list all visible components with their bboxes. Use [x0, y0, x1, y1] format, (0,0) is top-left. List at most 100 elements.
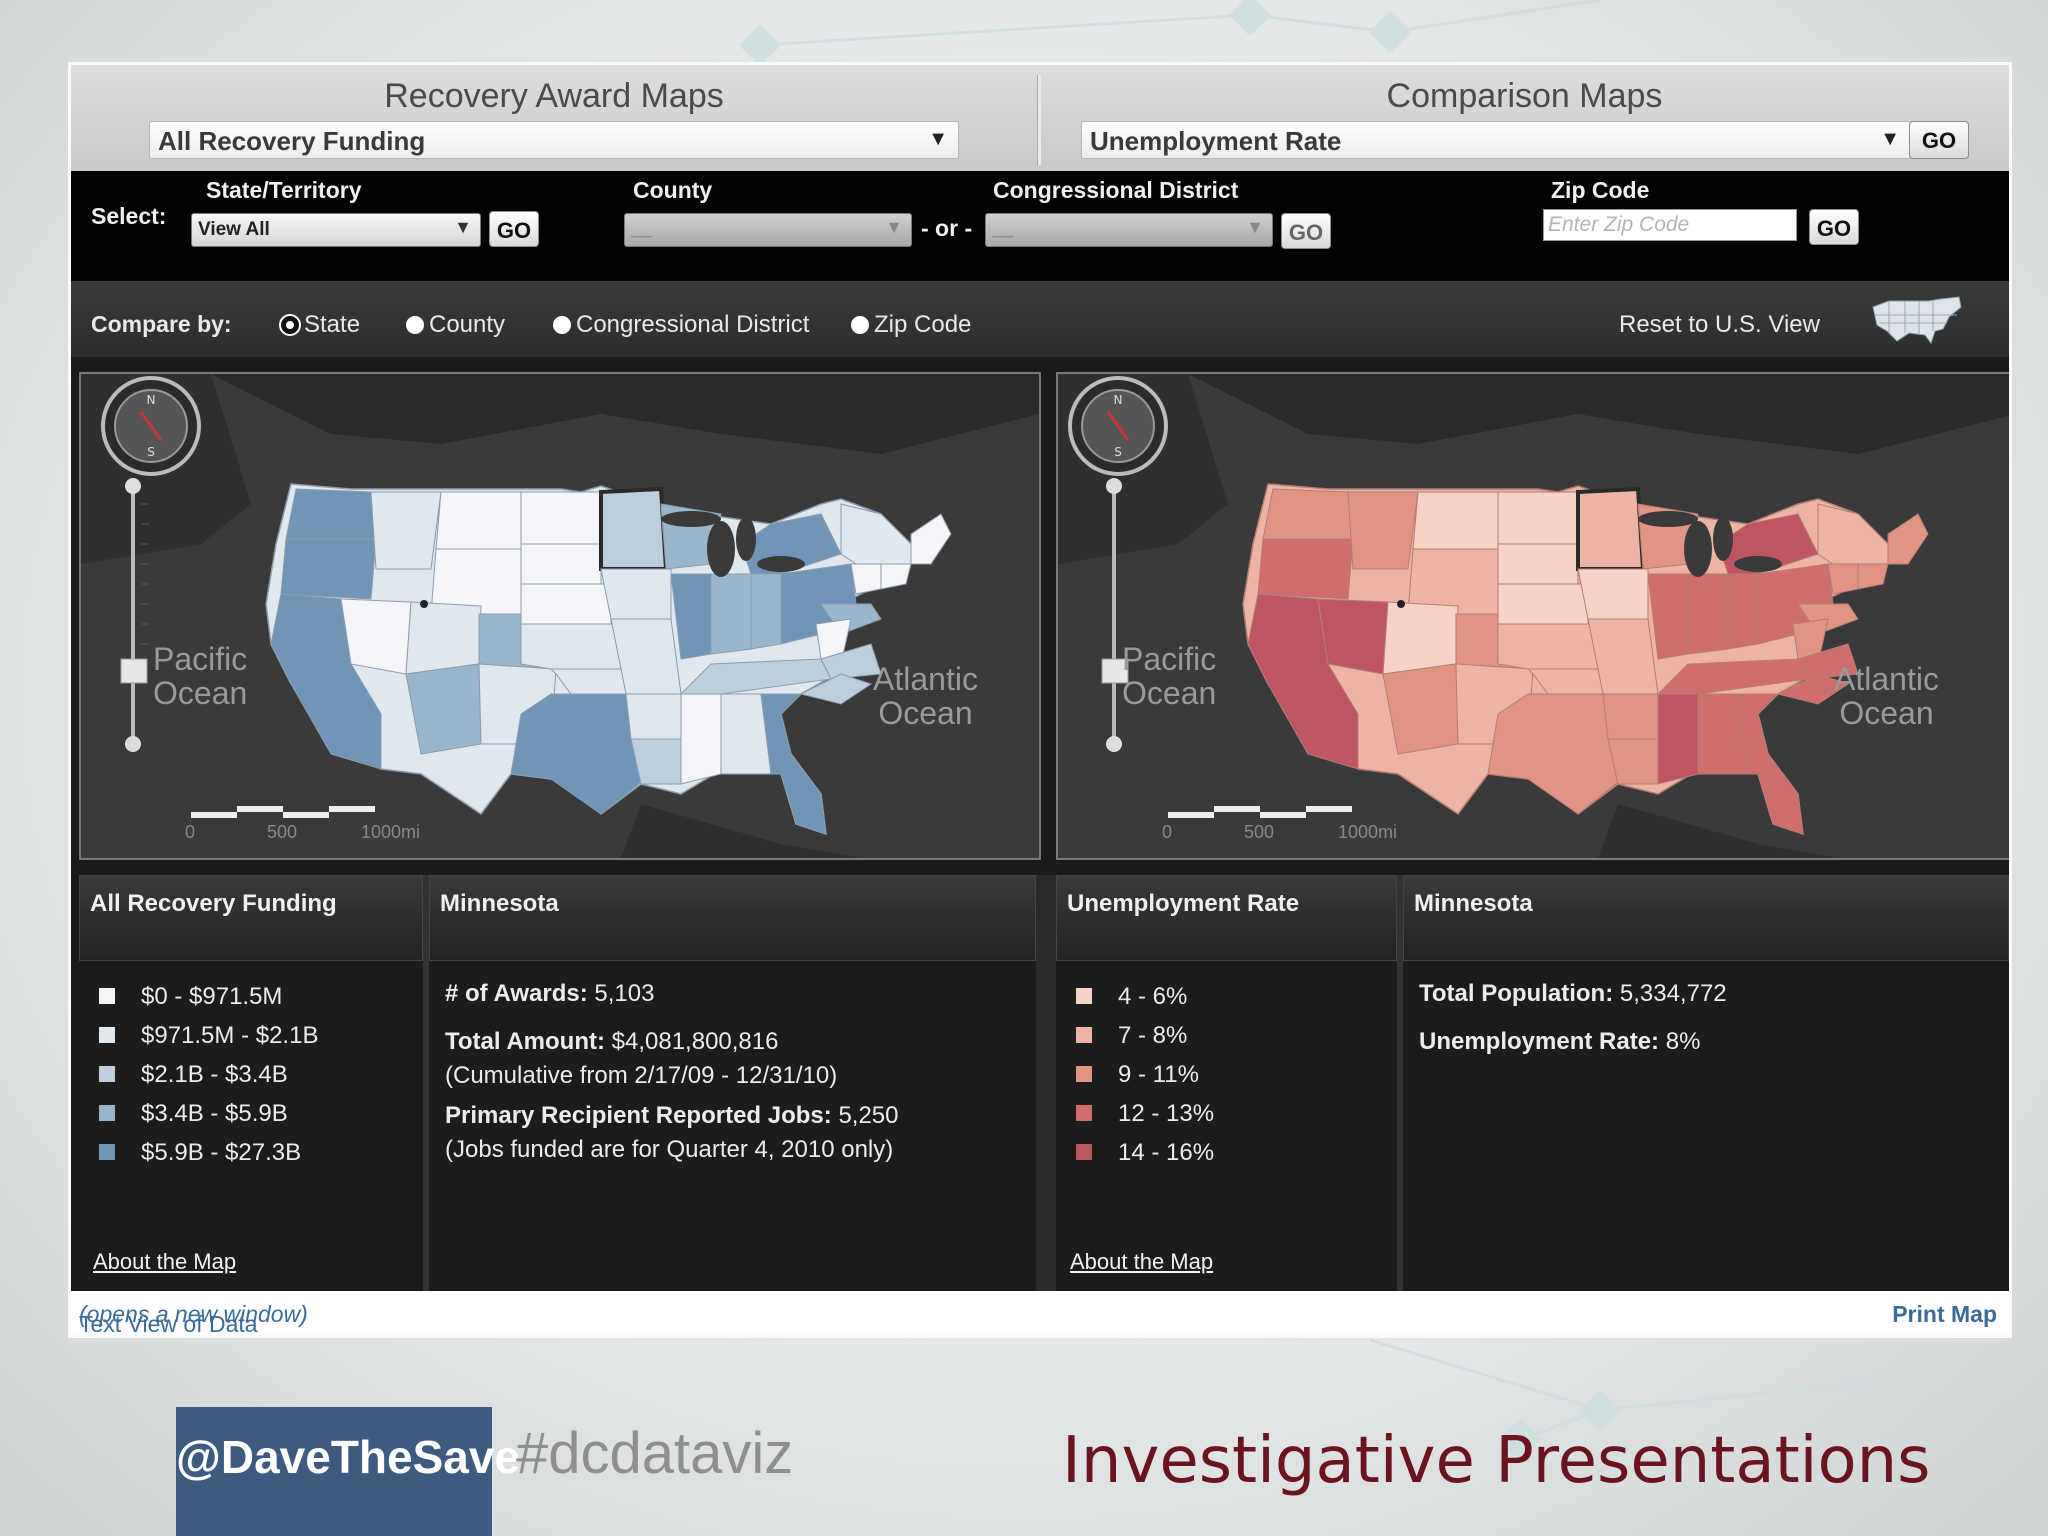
map-footer: Text View of Data (opens a new window) P…	[71, 1291, 2009, 1335]
print-map-link[interactable]: Print Map	[1892, 1301, 1997, 1327]
legend-swatch	[1076, 1144, 1092, 1160]
zip-code-input[interactable]: Enter Zip Code	[1543, 209, 1797, 241]
state-territory-select[interactable]: View All ▼	[191, 213, 481, 247]
unemployment-info-details: Total Population: 5,334,772 Unemployment…	[1419, 980, 1727, 1055]
recovery-award-maps-title: Recovery Award Maps	[384, 77, 724, 115]
comparison-map[interactable]: N S Pacific Ocean Atlantic Ocean 0 500 100…	[1056, 372, 2009, 860]
county-label: County	[633, 177, 713, 203]
recovery-map-app: Recovery Award Maps Comparison Maps All …	[68, 62, 2012, 1338]
or-label: - or -	[921, 215, 973, 241]
panel-separator	[1397, 875, 1403, 1335]
slide-title: Investigative Presentations	[1062, 1424, 1931, 1498]
recovery-info-details: # of Awards: 5,103 Total Amount: $4,081,…	[445, 980, 899, 1163]
compare-district-radio[interactable]: Congressional District	[553, 311, 809, 339]
comparison-maps-title: Comparison Maps	[1386, 77, 1663, 115]
legend-swatch	[1076, 1066, 1092, 1082]
legend-item: $0 - $971.5M	[99, 983, 282, 1011]
chevron-down-icon: ▼	[928, 128, 948, 150]
legend-swatch	[1076, 1105, 1092, 1121]
svg-text:S: S	[1114, 445, 1122, 459]
recovery-legend-panel: All Recovery Funding $0 - $971.5M $971.5…	[79, 875, 423, 1287]
legend-item: 12 - 13%	[1076, 1100, 1214, 1128]
scale-label-500: 500	[1244, 822, 1275, 842]
twitter-handle-badge: @DaveTheSave	[176, 1407, 520, 1536]
reset-us-view-link[interactable]: Reset to U.S. View	[1619, 311, 1820, 338]
zip-code-label: Zip Code	[1551, 177, 1650, 203]
atlantic-ocean-label: Atlantic Ocean	[873, 661, 978, 731]
scale-label-0: 0	[1162, 822, 1173, 842]
unemployment-info-panel: Minnesota Total Population: 5,334,772 Un…	[1403, 875, 2009, 1287]
legend-item: $5.9B - $27.3B	[99, 1139, 301, 1167]
state-go-button[interactable]: GO	[489, 211, 539, 247]
recovery-legend-title: All Recovery Funding	[79, 875, 423, 961]
radio-icon	[851, 316, 869, 334]
legend-item: 7 - 8%	[1076, 1022, 1187, 1050]
comparison-map-canvas: N S	[1058, 374, 2009, 858]
compare-zip-label: Zip Code	[874, 311, 972, 338]
county-select[interactable]: __ ▼	[624, 213, 912, 247]
pacific-ocean-label: Pacific Ocean	[1122, 641, 1217, 711]
comparison-map-select-value: Unemployment Rate	[1090, 126, 1342, 156]
county-value: __	[631, 219, 653, 240]
unemployment-legend-title: Unemployment Rate	[1056, 875, 1397, 961]
state-territory-value: View All	[198, 219, 270, 240]
legend-item: 14 - 16%	[1076, 1139, 1214, 1167]
svg-text:N: N	[1114, 393, 1123, 407]
recovery-map-select[interactable]: All Recovery Funding ▼	[149, 121, 959, 159]
hashtag-label: #dcdataviz	[516, 1421, 794, 1486]
compare-county-radio[interactable]: County	[406, 311, 505, 339]
chevron-down-icon: ▼	[1246, 217, 1264, 237]
legend-item: $2.1B - $3.4B	[99, 1061, 288, 1089]
scale-label-1000: 1000mi	[1338, 822, 1398, 842]
us-map-icon[interactable]	[1869, 295, 1965, 347]
scale-label-500: 500	[267, 822, 298, 842]
panel-separator	[423, 875, 429, 1335]
legend-item: $971.5M - $2.1B	[99, 1022, 318, 1050]
pacific-ocean-label: Pacific Ocean	[153, 641, 248, 711]
recovery-info-panel: Minnesota # of Awards: 5,103 Total Amoun…	[429, 875, 1036, 1287]
legend-item: 4 - 6%	[1076, 983, 1187, 1011]
chevron-down-icon: ▼	[454, 217, 472, 237]
compare-state-radio[interactable]: State	[281, 311, 360, 339]
radio-icon	[553, 316, 571, 334]
scale-label-1000: 1000mi	[361, 822, 421, 842]
unemployment-info-title: Minnesota	[1403, 875, 2009, 961]
map-selector-header: Recovery Award Maps Comparison Maps All …	[71, 65, 2009, 171]
zip-go-button[interactable]: GO	[1809, 209, 1859, 245]
compare-zip-radio[interactable]: Zip Code	[851, 311, 971, 339]
legend-swatch	[99, 1105, 115, 1121]
svg-text:S: S	[147, 445, 155, 459]
district-go-button[interactable]: GO	[1281, 213, 1331, 249]
legend-item: 9 - 11%	[1076, 1061, 1199, 1089]
scale-label-0: 0	[185, 822, 196, 842]
comparison-map-select[interactable]: Unemployment Rate ▼	[1081, 121, 1911, 159]
about-map-link[interactable]: About the Map	[93, 1249, 237, 1274]
comparison-go-button[interactable]: GO	[1909, 121, 1969, 159]
radio-selected-icon	[281, 316, 299, 334]
atlantic-ocean-label: Atlantic Ocean	[1834, 661, 1939, 731]
panel-separator	[1036, 875, 1056, 1335]
recovery-map-canvas: N S	[81, 374, 1039, 858]
congressional-district-value: __	[992, 219, 1014, 240]
select-label: Select:	[91, 203, 167, 229]
location-select-bar: Select: State/Territory View All ▼ GO Co…	[71, 171, 2009, 281]
compare-county-label: County	[429, 311, 506, 338]
legend-swatch	[99, 1144, 115, 1160]
legend-swatch	[99, 1066, 115, 1082]
compare-by-bar: Compare by: State County Congressional D…	[71, 281, 2009, 357]
recovery-info-title: Minnesota	[429, 875, 1036, 961]
about-map-link[interactable]: About the Map	[1070, 1249, 1214, 1274]
legend-swatch	[99, 1027, 115, 1043]
legend-swatch	[1076, 988, 1092, 1004]
legend-swatch	[1076, 1027, 1092, 1043]
legend-item: $3.4B - $5.9B	[99, 1100, 288, 1128]
compare-district-label: Congressional District	[576, 311, 810, 338]
recovery-award-map[interactable]: N S Pacific Ocean Atlantic Ocean 0 500 100…	[79, 372, 1041, 860]
legend-swatch	[99, 988, 115, 1004]
congressional-district-select[interactable]: __ ▼	[985, 213, 1273, 247]
state-territory-label: State/Territory	[206, 177, 362, 203]
unemployment-legend-panel: Unemployment Rate 4 - 6% 7 - 8% 9 - 11% …	[1056, 875, 1397, 1287]
svg-text:N: N	[147, 393, 156, 407]
text-view-link[interactable]: Text View of Data (opens a new window)	[79, 1301, 308, 1337]
